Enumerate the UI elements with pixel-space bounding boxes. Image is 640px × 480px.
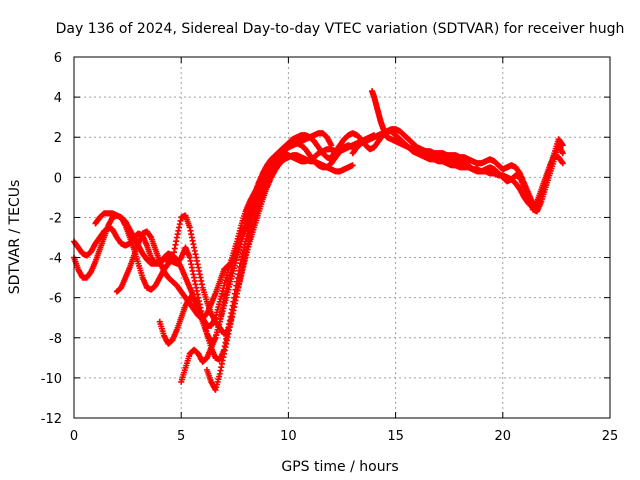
y-tick-label: -10: [41, 372, 62, 387]
grid-lines: [74, 57, 610, 418]
y-tick-label: -4: [49, 252, 62, 267]
x-axis-label: GPS time / hours: [281, 459, 398, 475]
data-points: [71, 88, 566, 393]
y-tick-label: -2: [49, 211, 62, 226]
x-tick-label: 5: [177, 429, 185, 444]
y-tick-label: -12: [41, 412, 62, 427]
data-point: [559, 160, 566, 167]
x-tick-label: 10: [280, 429, 297, 444]
y-tick-label: -8: [49, 332, 62, 347]
data-point: [349, 162, 356, 169]
x-tick-label: 25: [602, 429, 619, 444]
data-point: [559, 150, 566, 157]
y-tick-label: 2: [54, 131, 62, 146]
x-tick-label: 15: [387, 429, 404, 444]
plot-frame: [73, 56, 611, 419]
series-arc-10: [369, 88, 566, 215]
chart-title: Day 136 of 2024, Sidereal Day-to-day VTE…: [56, 21, 625, 37]
y-tick-label: 6: [54, 51, 62, 66]
y-axis-label: SDTVAR / TECUs: [7, 180, 23, 295]
axis-ticks: 0 5 10 15 20 25 -12 -10 -8 -6 -4 -2 0 2 4 6: [41, 51, 619, 444]
series-arc-7: [203, 152, 356, 393]
y-tick-label: -6: [49, 292, 62, 307]
y-tick-label: 4: [54, 91, 62, 106]
x-tick-label: 20: [495, 429, 512, 444]
series-arc-9: [349, 126, 566, 209]
y-tick-label: 0: [54, 171, 62, 186]
x-tick-label: 0: [70, 429, 78, 444]
